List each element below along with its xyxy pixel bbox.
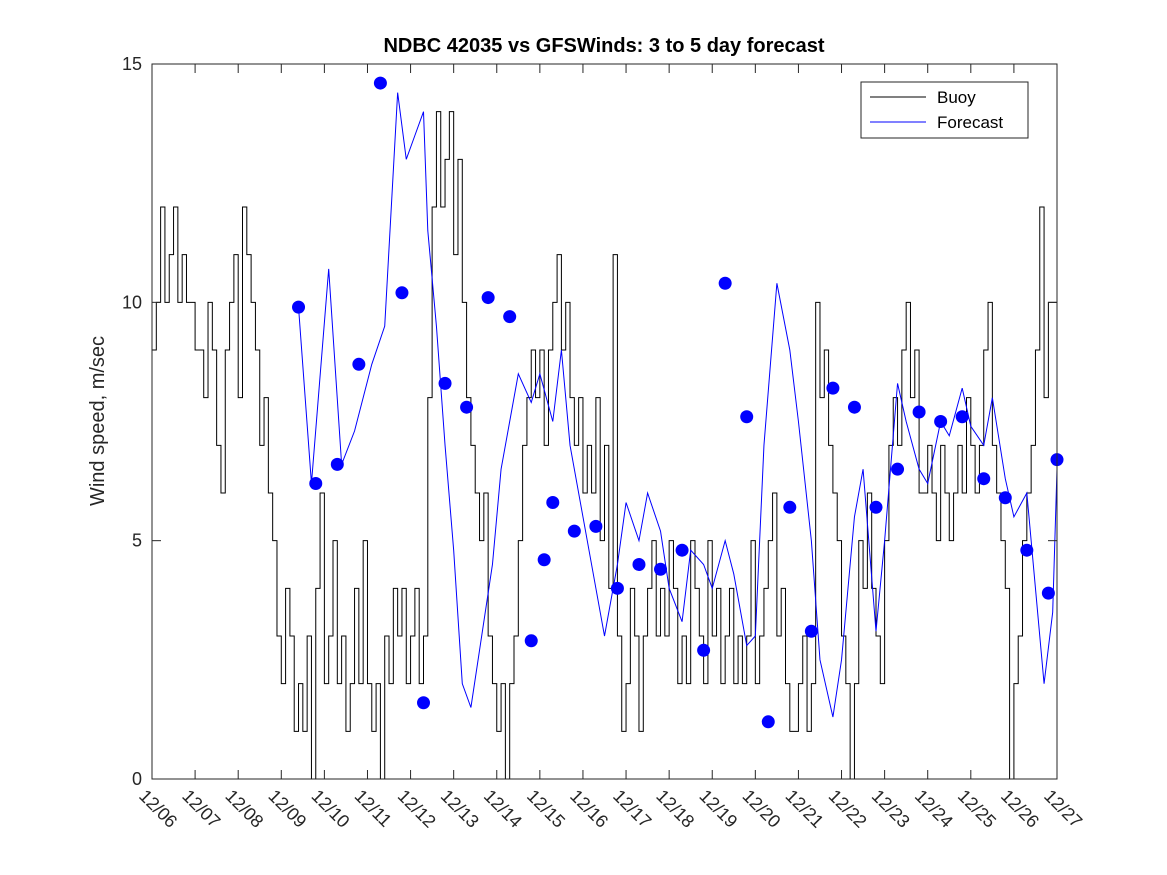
forecast-point bbox=[567, 524, 581, 538]
forecast-point bbox=[352, 357, 366, 371]
forecast-point bbox=[1020, 543, 1034, 557]
forecast-point bbox=[460, 400, 474, 414]
x-tick-label: 12/23 bbox=[868, 786, 914, 832]
forecast-point bbox=[395, 286, 409, 300]
x-tick-label: 12/20 bbox=[739, 786, 785, 832]
x-tick-label: 12/06 bbox=[135, 786, 181, 832]
axes-box bbox=[151, 63, 1058, 780]
legend-box bbox=[860, 81, 1029, 139]
legend-buoy-label: Buoy bbox=[937, 88, 976, 107]
forecast-point bbox=[761, 715, 775, 729]
forecast-point bbox=[891, 462, 905, 476]
forecast-point bbox=[309, 476, 323, 490]
forecast-point bbox=[740, 410, 754, 424]
y-tick-label: 0 bbox=[132, 769, 142, 789]
forecast-point bbox=[537, 553, 551, 567]
forecast-point bbox=[826, 381, 840, 395]
y-tick-label: 10 bbox=[122, 292, 142, 312]
x-tick-label: 12/17 bbox=[609, 786, 655, 832]
legend: Buoy Forecast bbox=[860, 81, 1029, 139]
x-tick-label: 12/21 bbox=[782, 786, 828, 832]
x-tick-label: 12/12 bbox=[394, 786, 440, 832]
forecast-point bbox=[292, 300, 306, 314]
forecast-point bbox=[912, 405, 926, 419]
forecast-point bbox=[977, 472, 991, 486]
chart-title: NDBC 42035 vs GFSWinds: 3 to 5 day forec… bbox=[383, 35, 824, 57]
forecast-point bbox=[632, 558, 646, 571]
x-tick-label: 12/08 bbox=[221, 786, 267, 832]
x-tick-label: 12/24 bbox=[911, 786, 957, 832]
x-tick-label: 12/09 bbox=[264, 786, 310, 832]
forecast-point bbox=[417, 696, 430, 710]
x-tick-label: 12/25 bbox=[954, 786, 1000, 832]
forecast-point bbox=[438, 376, 452, 390]
y-axis-label: Wind speed, m/sec bbox=[87, 336, 109, 506]
forecast-point bbox=[869, 500, 883, 514]
forecast-point bbox=[783, 500, 797, 514]
legend-forecast-label: Forecast bbox=[937, 113, 1003, 132]
series-layer bbox=[151, 76, 1064, 780]
forecast-point bbox=[955, 410, 969, 424]
forecast-point bbox=[804, 624, 818, 638]
x-tick-label: 12/15 bbox=[523, 786, 569, 832]
x-tick-label: 12/14 bbox=[480, 786, 526, 832]
forecast-point bbox=[718, 276, 732, 290]
x-tick-label: 12/19 bbox=[695, 786, 741, 832]
x-tick-label: 12/10 bbox=[308, 786, 354, 832]
forecast-point bbox=[697, 643, 711, 657]
x-tick-label: 12/07 bbox=[178, 786, 224, 832]
forecast-point bbox=[998, 491, 1012, 505]
buoy-series-line bbox=[151, 111, 1057, 780]
x-tick-label: 12/22 bbox=[825, 786, 871, 832]
forecast-point bbox=[481, 291, 495, 305]
forecast-point bbox=[610, 581, 624, 595]
ticks-layer bbox=[151, 63, 1058, 780]
x-tick-label: 12/13 bbox=[437, 786, 483, 832]
y-tick-label: 15 bbox=[122, 54, 142, 74]
forecast-point bbox=[330, 457, 344, 471]
forecast-point bbox=[589, 519, 603, 533]
plot-area bbox=[152, 64, 1057, 779]
x-tick-label: 12/16 bbox=[566, 786, 612, 832]
forecast-point bbox=[934, 415, 948, 428]
x-tick-label: 12/27 bbox=[1040, 786, 1086, 832]
forecast-point bbox=[654, 562, 668, 576]
forecast-point bbox=[524, 634, 538, 648]
forecast-point bbox=[373, 76, 387, 90]
forecast-point bbox=[847, 400, 861, 414]
forecast-point bbox=[675, 543, 689, 557]
x-tick-label: 12/18 bbox=[652, 786, 698, 832]
forecast-point bbox=[1041, 586, 1055, 600]
y-tick-label: 5 bbox=[132, 531, 142, 551]
forecast-point bbox=[503, 310, 517, 324]
x-tick-label: 12/11 bbox=[351, 786, 396, 831]
forecast-point bbox=[546, 496, 560, 510]
x-tick-label: 12/26 bbox=[997, 786, 1043, 832]
